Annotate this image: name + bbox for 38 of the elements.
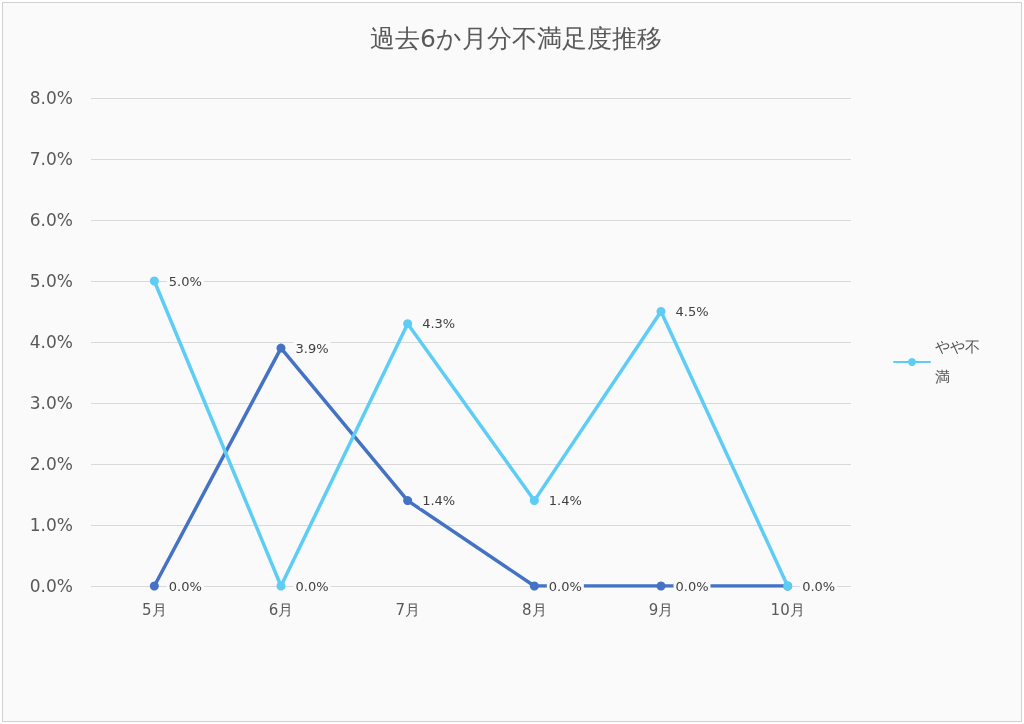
data-label: 1.4% [422, 493, 456, 509]
chart-title: 過去6か月分不満足度推移 [370, 24, 662, 53]
data-label: 5.0% [168, 273, 202, 289]
legend-label: やや不満 [935, 338, 980, 386]
x-tick-label: 7月 [395, 600, 420, 619]
point [149, 581, 159, 591]
data-label: 0.0% [802, 578, 836, 594]
data-label: 3.9% [295, 340, 329, 356]
x-tick-label: 8月 [522, 600, 547, 619]
data-label: 0.0% [295, 578, 329, 594]
y-tick-label: 2.0% [29, 454, 73, 474]
y-tick-label: 5.0% [29, 271, 73, 291]
point [276, 343, 286, 353]
point [529, 581, 539, 591]
point [403, 319, 413, 329]
point [529, 496, 539, 506]
y-tick-label: 8.0% [29, 88, 73, 108]
data-label: 0.0% [675, 578, 709, 594]
y-tick-label: 1.0% [29, 515, 73, 535]
point [149, 276, 159, 286]
y-tick-label: 3.0% [29, 393, 73, 413]
point [276, 581, 286, 591]
y-tick-label: 7.0% [29, 149, 73, 169]
y-tick-label: 6.0% [29, 210, 73, 230]
point [656, 581, 666, 591]
data-label: 1.4% [548, 493, 582, 509]
x-tick-label: 5月 [142, 600, 167, 619]
x-tick-label: 10月 [770, 600, 805, 619]
data-label: 0.0% [168, 578, 202, 594]
data-label: 0.0% [548, 578, 582, 594]
y-tick-label: 0.0% [29, 576, 73, 596]
point [403, 496, 413, 506]
data-label: 4.5% [675, 304, 709, 319]
point [656, 307, 666, 316]
data-label: 4.3% [422, 316, 456, 332]
x-tick-label: 9月 [648, 600, 674, 619]
x-tick-label: 6月 [268, 600, 294, 619]
y-tick-label: 4.0% [29, 332, 73, 352]
